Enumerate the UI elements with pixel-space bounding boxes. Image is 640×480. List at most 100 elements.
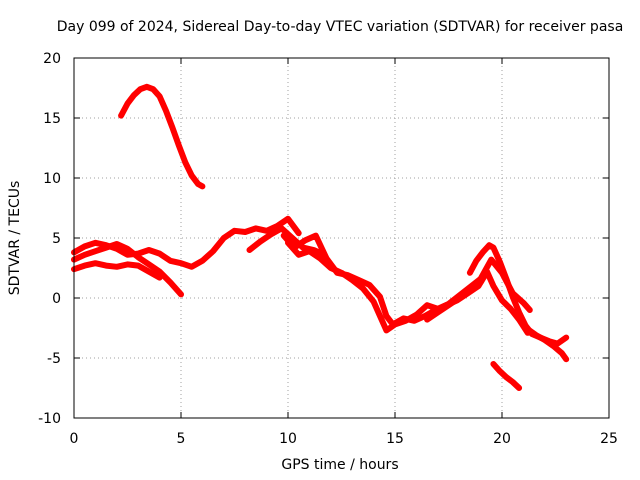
data-point [264,228,269,233]
data-point [497,259,503,265]
data-point [82,244,87,249]
data-point [93,240,98,245]
data-point [258,239,263,244]
data-point [559,351,565,356]
data-point [414,312,419,317]
grid [74,58,609,418]
data-point [178,292,184,297]
axis-ticks: 0 5 10 15 20 25 -10 -5 0 5 10 15 20 [38,51,618,447]
data-point [200,184,205,189]
data-point [474,258,479,263]
data-point [93,261,98,266]
data-point [146,269,152,274]
data-point [118,113,124,118]
data-point [125,246,130,251]
data-point [157,251,162,256]
y-axis-label: SDTVAR / TECUs [7,181,23,296]
data-point [221,235,226,241]
data-point [339,270,344,275]
series-line-arc-2 [71,215,302,270]
x-tick-label: 5 [177,431,186,447]
data-point [392,322,398,327]
data-point [232,228,237,233]
data-point [521,300,526,305]
y-tick-label: -10 [38,411,61,427]
data-point [504,276,509,281]
data-point [125,262,130,267]
data-point [300,245,306,250]
data-series-group [71,83,570,391]
y-tick-label: 10 [43,171,61,187]
data-point [281,233,286,238]
data-point [285,216,291,221]
data-point [317,256,323,261]
data-point [243,229,248,235]
y-tick-label: 15 [43,111,61,127]
data-point [103,245,109,250]
data-point [527,307,532,313]
data-point [377,294,383,299]
x-axis-label: GPS time / hours [281,457,398,473]
chart-title: Day 099 of 2024, Sidereal Day-to-day VTE… [57,19,624,35]
data-point [534,333,539,338]
data-point [146,247,152,253]
data-point [189,173,194,178]
series-line-arc-3 [71,241,184,298]
data-point [377,313,383,319]
data-point [360,286,366,291]
data-point [467,270,473,275]
data-point [403,318,408,323]
data-point [114,241,120,247]
data-point [200,258,205,263]
y-tick-label: 20 [43,51,61,67]
data-point [435,310,440,315]
data-point [489,257,494,262]
data-point [195,181,201,187]
data-point [131,93,137,98]
y-tick-label: 0 [52,291,61,307]
data-point [510,294,515,299]
data-point [491,283,496,289]
data-point [170,125,175,130]
data-point [103,263,109,268]
y-tick-label: -5 [47,351,61,367]
x-tick-label: 20 [493,431,511,447]
data-point [384,313,389,319]
data-point [384,328,389,333]
data-point [457,295,462,301]
data-point [285,240,291,245]
data-point [253,226,259,231]
data-point [82,263,87,268]
data-point [510,379,515,385]
data-point [136,263,141,268]
data-point [146,262,152,267]
data-point [163,108,169,114]
x-tick-label: 15 [386,431,404,447]
x-tick-label: 10 [279,431,297,447]
data-point [138,87,143,92]
data-point [93,249,98,254]
data-point [467,288,473,293]
data-point [313,233,318,238]
data-point [296,231,301,236]
data-point [168,280,173,285]
data-point [144,84,149,90]
data-point [491,361,496,367]
data-point [247,247,252,253]
data-point [183,160,188,165]
data-point [484,269,490,274]
data-point [516,385,522,391]
y-tick-label: 5 [52,231,61,247]
data-point [189,264,194,269]
data-point [157,275,162,280]
data-point [125,252,130,257]
data-point [446,303,451,308]
data-point [424,303,430,308]
data-point [478,280,483,285]
data-point [525,327,530,332]
data-point [290,235,295,241]
data-point [157,94,162,99]
data-point [328,265,333,271]
data-point [168,258,173,263]
